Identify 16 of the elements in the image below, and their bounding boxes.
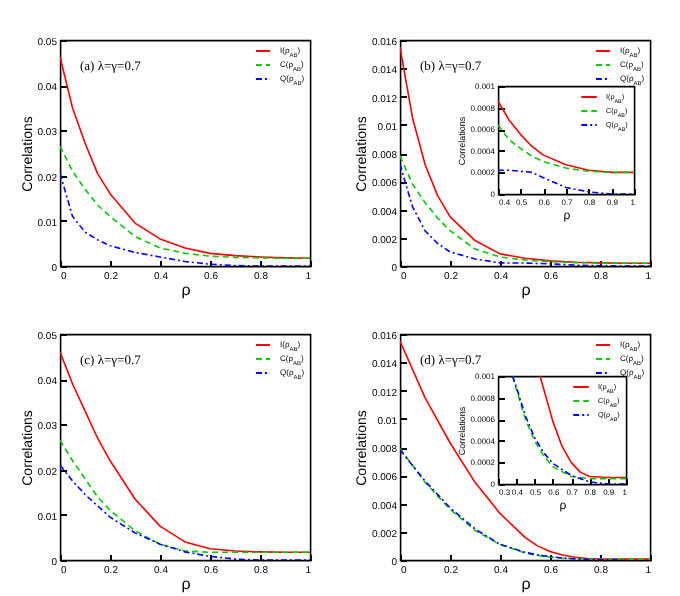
line-series bbox=[539, 376, 626, 479]
x-axis-title: ρ bbox=[521, 281, 532, 299]
x-axis-title: ρ bbox=[181, 575, 192, 593]
line-series bbox=[60, 172, 310, 266]
line-series bbox=[498, 100, 634, 174]
line-series bbox=[400, 340, 650, 560]
line-series bbox=[400, 46, 650, 264]
line-series bbox=[60, 439, 310, 554]
line-series bbox=[498, 124, 634, 174]
x-axis-title: ρ bbox=[521, 575, 532, 593]
line-series bbox=[60, 55, 310, 260]
x-axis-title: ρ bbox=[181, 281, 192, 299]
line-series bbox=[60, 145, 310, 260]
line-series bbox=[60, 351, 310, 554]
line-series bbox=[498, 169, 634, 194]
line-series bbox=[60, 464, 310, 560]
